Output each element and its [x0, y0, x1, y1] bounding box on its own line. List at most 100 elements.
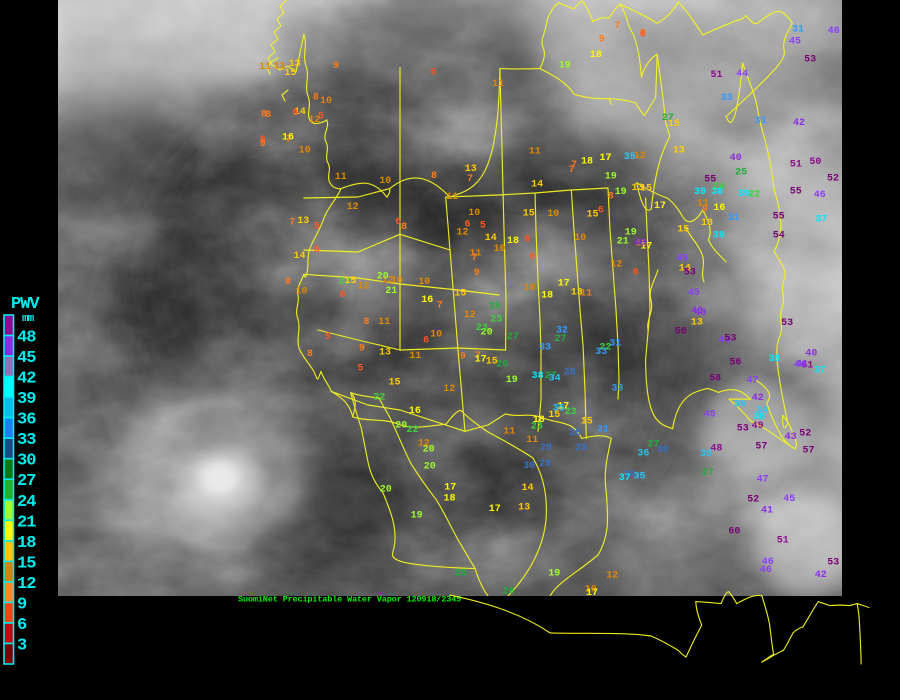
svg-text:52: 52 [827, 174, 839, 185]
svg-text:14: 14 [521, 483, 533, 494]
svg-text:45: 45 [688, 288, 700, 299]
svg-text:12: 12 [358, 281, 370, 292]
svg-text:19: 19 [548, 569, 560, 580]
svg-text:mm: mm [22, 313, 35, 325]
svg-text:56: 56 [675, 326, 687, 337]
svg-text:19: 19 [615, 187, 627, 198]
svg-text:60: 60 [728, 526, 740, 537]
svg-text:31: 31 [727, 213, 739, 224]
svg-text:39: 39 [694, 187, 706, 198]
svg-text:9: 9 [260, 139, 266, 150]
svg-text:6: 6 [340, 290, 346, 301]
svg-text:12: 12 [443, 384, 455, 395]
svg-text:40: 40 [634, 238, 646, 249]
svg-text:15: 15 [388, 378, 400, 389]
svg-text:6: 6 [598, 206, 604, 217]
svg-text:8: 8 [431, 171, 437, 182]
svg-text:40: 40 [691, 306, 703, 317]
svg-text:47: 47 [756, 475, 768, 486]
svg-text:25: 25 [489, 302, 501, 313]
svg-text:10: 10 [295, 286, 307, 297]
svg-text:8: 8 [401, 222, 407, 233]
svg-text:44: 44 [736, 69, 748, 80]
svg-text:15: 15 [17, 554, 36, 573]
svg-text:17: 17 [558, 279, 570, 290]
svg-text:7: 7 [471, 253, 477, 264]
svg-text:15: 15 [486, 356, 498, 367]
svg-text:6: 6 [423, 336, 429, 347]
svg-text:20: 20 [377, 272, 389, 283]
svg-text:31: 31 [609, 339, 621, 350]
svg-text:37: 37 [815, 215, 827, 226]
svg-text:33: 33 [539, 342, 551, 353]
svg-text:12: 12 [418, 438, 430, 449]
svg-text:23: 23 [490, 314, 502, 325]
svg-text:13: 13 [691, 318, 703, 329]
svg-text:25: 25 [455, 568, 467, 579]
svg-text:20: 20 [424, 462, 436, 473]
svg-text:10: 10 [468, 208, 480, 219]
svg-text:5: 5 [430, 67, 436, 78]
svg-text:35: 35 [624, 152, 636, 163]
svg-text:15: 15 [640, 184, 652, 195]
svg-text:55: 55 [773, 212, 785, 223]
svg-text:11: 11 [446, 192, 458, 203]
svg-text:5: 5 [357, 363, 363, 374]
svg-text:52: 52 [747, 494, 759, 505]
svg-text:22: 22 [748, 190, 760, 201]
svg-text:44: 44 [794, 360, 806, 371]
svg-text:15: 15 [454, 288, 466, 299]
svg-text:28: 28 [569, 428, 581, 439]
svg-text:10: 10 [379, 176, 391, 187]
svg-text:33: 33 [17, 431, 36, 450]
svg-text:12: 12 [17, 575, 36, 594]
svg-text:8: 8 [313, 93, 319, 104]
svg-text:19: 19 [411, 510, 423, 521]
svg-text:6: 6 [292, 108, 298, 119]
svg-text:19: 19 [506, 375, 518, 386]
svg-text:17: 17 [599, 153, 611, 164]
svg-text:11: 11 [492, 79, 504, 90]
svg-text:13: 13 [571, 288, 583, 299]
svg-text:53: 53 [737, 424, 749, 435]
svg-text:20: 20 [380, 485, 392, 496]
svg-text:48: 48 [710, 443, 722, 454]
svg-text:33: 33 [595, 347, 607, 358]
svg-text:6: 6 [633, 268, 639, 279]
svg-text:10: 10 [320, 96, 332, 107]
svg-text:47: 47 [746, 376, 758, 387]
svg-text:15: 15 [586, 210, 598, 221]
svg-text:37: 37 [619, 473, 631, 484]
svg-text:26: 26 [502, 586, 514, 596]
svg-text:17: 17 [586, 588, 598, 596]
svg-text:PWV: PWV [11, 295, 40, 314]
svg-text:23: 23 [476, 323, 488, 334]
svg-text:17: 17 [489, 504, 501, 515]
svg-text:14: 14 [485, 233, 497, 244]
svg-text:57: 57 [755, 442, 767, 453]
svg-text:9: 9 [599, 34, 605, 45]
svg-text:12: 12 [308, 115, 320, 126]
svg-text:29: 29 [539, 459, 551, 470]
svg-text:8: 8 [285, 277, 291, 288]
svg-text:7: 7 [615, 21, 621, 32]
svg-text:33: 33 [721, 93, 733, 104]
svg-text:13: 13 [289, 59, 301, 70]
svg-text:58: 58 [709, 374, 721, 385]
svg-text:28: 28 [575, 443, 587, 454]
svg-text:38: 38 [711, 187, 723, 198]
svg-text:12: 12 [456, 228, 468, 239]
svg-text:38: 38 [532, 371, 544, 382]
svg-text:46: 46 [814, 190, 826, 201]
svg-text:12: 12 [464, 310, 476, 321]
svg-text:36: 36 [734, 400, 746, 411]
svg-text:7: 7 [467, 174, 473, 185]
svg-text:15: 15 [677, 225, 689, 236]
svg-text:30: 30 [523, 461, 535, 472]
svg-text:10: 10 [493, 244, 505, 255]
svg-text:42: 42 [793, 118, 805, 129]
svg-text:18: 18 [443, 494, 455, 505]
svg-text:53: 53 [724, 334, 736, 345]
svg-text:11: 11 [378, 317, 390, 328]
svg-text:3: 3 [17, 637, 27, 656]
